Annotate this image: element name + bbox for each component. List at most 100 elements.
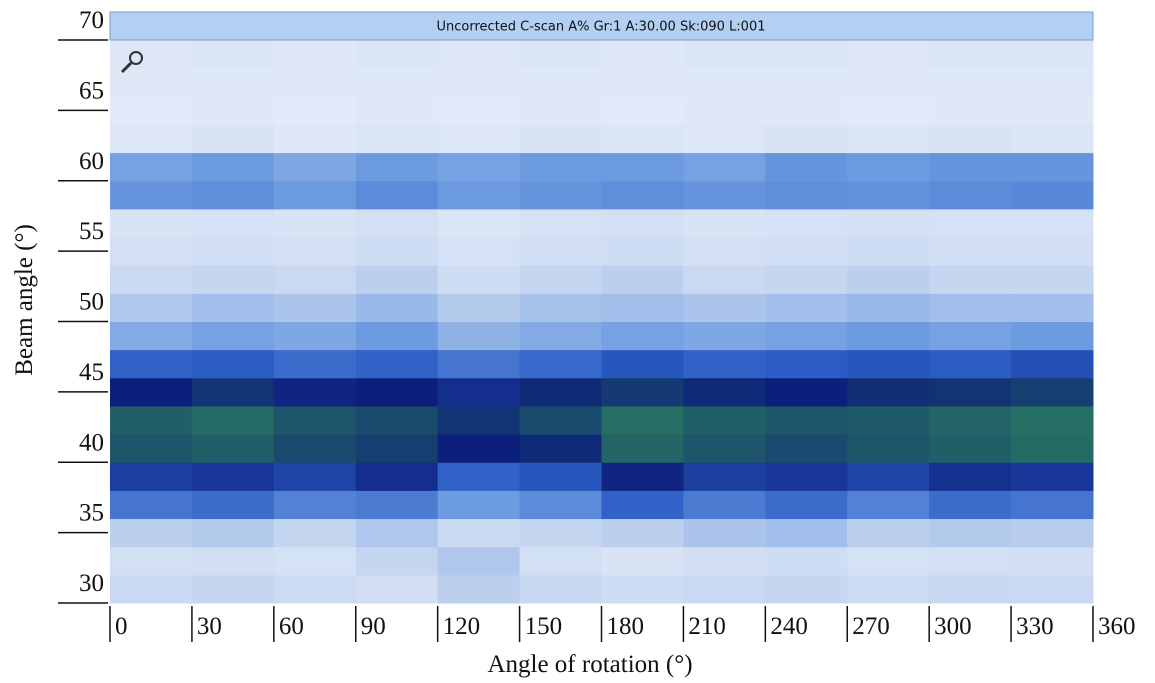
heatmap-cell — [929, 546, 1012, 576]
heatmap-cell — [519, 124, 602, 154]
heatmap-cell — [191, 321, 275, 351]
heatmap-cell — [1011, 237, 1094, 266]
heatmap-cell — [191, 546, 275, 576]
heatmap-cell — [929, 96, 1012, 125]
heatmap-cell — [355, 96, 439, 125]
heatmap-cell — [191, 40, 275, 69]
heatmap-cell — [929, 293, 1012, 322]
heatmap-cell — [683, 124, 766, 154]
heatmap-cell — [355, 377, 439, 407]
heatmap-cell — [601, 405, 684, 435]
y-tick-label: 50 — [79, 289, 104, 316]
heatmap-cell — [847, 462, 930, 491]
heatmap-cell — [929, 265, 1012, 294]
heatmap-cell — [519, 265, 602, 294]
heatmap-cell — [847, 293, 930, 322]
heatmap-cell — [110, 96, 193, 125]
heatmap-cell — [847, 124, 930, 154]
heatmap-cell — [110, 405, 193, 435]
heatmap-cell — [273, 293, 357, 322]
heatmap-cell — [519, 349, 602, 379]
heatmap-cell — [273, 265, 357, 294]
heatmap-cell — [191, 124, 275, 154]
x-tick-label: 240 — [770, 613, 808, 640]
heatmap-cell — [355, 152, 439, 182]
heatmap-cell — [110, 546, 193, 576]
heatmap-cell — [273, 208, 357, 238]
heatmap-cell — [847, 321, 930, 351]
heatmap-cell — [437, 546, 521, 576]
heatmap-cell — [765, 208, 848, 238]
heatmap-cell — [191, 434, 275, 463]
heatmap-cell — [683, 377, 766, 407]
y-tick-label: 55 — [79, 218, 104, 245]
y-tick-label: 45 — [79, 359, 104, 386]
heatmap-cell — [519, 180, 602, 210]
heatmap-cell — [929, 405, 1012, 435]
heatmap-cell — [847, 546, 930, 576]
heatmap-cell — [191, 518, 275, 548]
heatmap-cell — [273, 124, 357, 154]
heatmap-cell — [273, 349, 357, 379]
heatmap-cell — [519, 237, 602, 266]
heatmap-cell — [110, 152, 193, 182]
heatmap-cell — [355, 546, 439, 576]
heatmap-cell — [519, 405, 602, 435]
heatmap-cell — [437, 434, 521, 463]
heatmap-cell — [765, 152, 848, 182]
x-tick-label: 120 — [443, 613, 481, 640]
heatmap-cell — [1011, 208, 1094, 238]
heatmap-cell — [191, 293, 275, 322]
heatmap-cell — [765, 434, 848, 463]
heatmap-cell — [929, 434, 1012, 463]
heatmap-cell — [110, 180, 193, 210]
heatmap-cell — [355, 405, 439, 435]
heatmap-cell — [683, 96, 766, 125]
heatmap-cell — [437, 208, 521, 238]
heatmap-cell — [765, 40, 848, 69]
heatmap-cell — [929, 40, 1012, 69]
heatmap-cell — [765, 96, 848, 125]
heatmap-cell — [765, 349, 848, 379]
heatmap-cell — [355, 124, 439, 154]
heatmap-cell — [847, 180, 930, 210]
heatmap-cell — [1011, 152, 1094, 182]
heatmap-cell — [355, 490, 439, 520]
chart-title: Uncorrected C-scan A% Gr:1 A:30.00 Sk:09… — [437, 20, 766, 35]
heatmap-cell — [355, 180, 439, 210]
x-axis-label: Angle of rotation (°) — [487, 651, 692, 678]
heatmap-cell — [437, 40, 521, 69]
heatmap-cell — [683, 180, 766, 210]
heatmap-cell — [273, 518, 357, 548]
heatmap-cell — [437, 237, 521, 266]
heatmap-cell — [437, 349, 521, 379]
heatmap-cell — [765, 490, 848, 520]
heatmap-cell — [1011, 96, 1094, 125]
heatmap-cell — [437, 68, 521, 97]
heatmap-cell — [273, 68, 357, 97]
heatmap-cell — [601, 124, 684, 154]
heatmap-cell — [929, 68, 1012, 97]
heatmap-cell — [437, 405, 521, 435]
heatmap-cell — [191, 237, 275, 266]
heatmap-cell — [191, 68, 275, 97]
heatmap-cell — [683, 546, 766, 576]
heatmap-cell — [273, 546, 357, 576]
heatmap-cell — [110, 68, 193, 97]
heatmap-cell — [683, 349, 766, 379]
heatmap-cell — [683, 293, 766, 322]
heatmap-cell — [1011, 40, 1094, 69]
heatmap-cell — [437, 124, 521, 154]
heatmap-cell — [601, 321, 684, 351]
heatmap-cell — [355, 321, 439, 351]
x-tick-label: 360 — [1098, 613, 1136, 640]
heatmap-cell — [110, 321, 193, 351]
heatmap-cell — [110, 293, 193, 322]
heatmap-cell — [601, 68, 684, 97]
heatmap-cell — [847, 152, 930, 182]
heatmap-cell — [191, 208, 275, 238]
heatmap-cell — [765, 180, 848, 210]
heatmap-cell — [601, 96, 684, 125]
heatmap-cell — [683, 405, 766, 435]
heatmap-cell — [765, 377, 848, 407]
